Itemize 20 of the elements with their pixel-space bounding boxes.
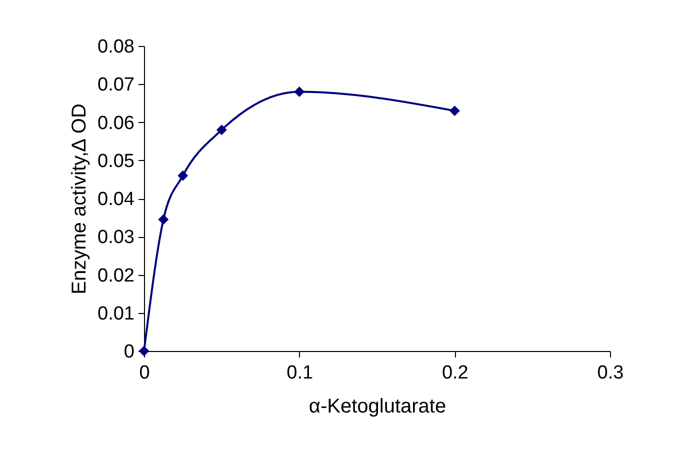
point: [294, 86, 305, 97]
x-axis-title: α-Ketoglutarate: [308, 396, 446, 418]
point: [178, 170, 188, 181]
y-tick-label: 0.02: [98, 265, 134, 286]
y-tick-label: 0: [124, 342, 134, 362]
y-tick-label: 0.07: [98, 74, 134, 96]
point: [216, 124, 227, 136]
x-tick-label: 0: [139, 362, 150, 384]
point: [449, 106, 460, 116]
point: [158, 214, 169, 225]
x-tick-label: 0.1: [286, 362, 314, 384]
x-tick-label: 0.3: [597, 362, 624, 384]
y-tick-label: 0.05: [98, 150, 134, 172]
y-tick-label: 0.03: [98, 227, 134, 248]
y-tick-label: 0.01: [98, 303, 134, 324]
x-tick-label: 0.2: [442, 362, 468, 384]
y-tick-label: 0.08: [98, 36, 134, 58]
y-tick-label: 0.04: [98, 189, 135, 210]
y-axis-title: Enzyme activity,∆ OD: [68, 104, 91, 294]
y-tick-label: 0.06: [98, 112, 134, 134]
